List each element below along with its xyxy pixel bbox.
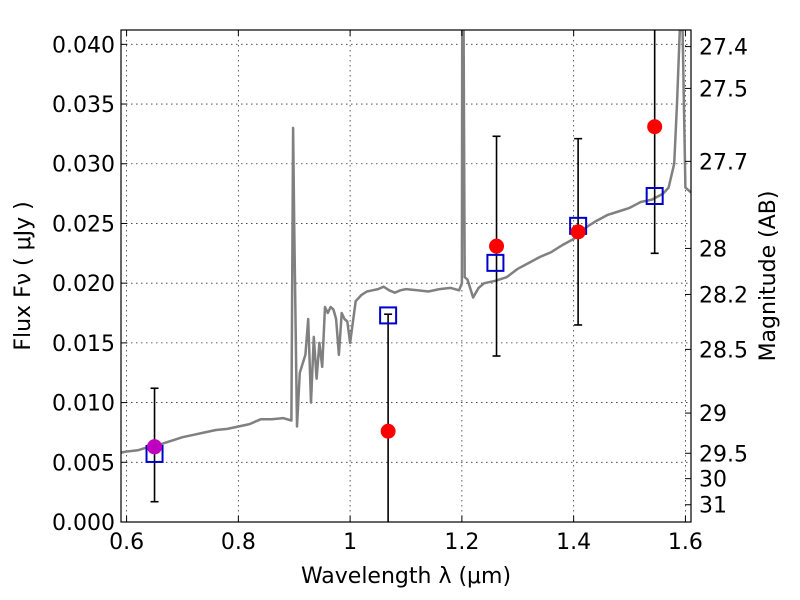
y-tick-label: 0.005 — [52, 451, 115, 476]
x-tick-label: 1 — [343, 530, 357, 555]
right-tick-label: 29 — [699, 402, 727, 427]
y-tick-label: 0.000 — [52, 511, 115, 536]
spectrum-layer — [121, 30, 691, 454]
x-tick-label: 1.2 — [444, 530, 479, 555]
y-tick-label: 0.010 — [52, 392, 115, 417]
marker-layer — [145, 119, 664, 463]
right-axis-label: Magnitude (AB) — [756, 191, 781, 362]
right-tick-label: 27.4 — [699, 36, 748, 61]
right-tick-label: 28 — [699, 237, 727, 262]
plot-frame — [120, 29, 692, 523]
x-tick-label: 1.4 — [556, 530, 591, 555]
tick-layer — [121, 30, 691, 523]
highlight-point — [147, 439, 163, 455]
y-axis-label: Flux Fν ( μJy ) — [11, 201, 36, 350]
right-tick-label: 29.5 — [699, 442, 748, 467]
x-tick-label: 1.6 — [668, 530, 703, 555]
right-tick-label: 30 — [699, 468, 727, 493]
model-square — [379, 306, 398, 325]
y-tick-label: 0.020 — [52, 272, 115, 297]
observed-point — [380, 423, 396, 439]
right-tick-label: 28.2 — [699, 283, 748, 308]
x-axis-label: Wavelength λ (μm) — [301, 564, 511, 589]
y-tick-label: 0.025 — [52, 212, 115, 237]
right-tick-label: 28.5 — [699, 338, 748, 363]
y-tick-label: 0.015 — [52, 332, 115, 357]
y-tick-label: 0.030 — [52, 153, 115, 178]
observed-point — [489, 238, 505, 254]
label-layer: 0.6 0.8 1 1.2 1.4 1.6 0.000 0.005 0.010 0.015 0.02… — [52, 33, 748, 555]
right-tick-label: 27.7 — [699, 150, 748, 175]
observed-point — [647, 119, 663, 135]
observed-point — [570, 224, 586, 240]
x-tick-label: 0.8 — [221, 530, 256, 555]
y-tick-label: 0.035 — [52, 93, 115, 118]
model-square — [645, 186, 664, 205]
spectrum-line — [121, 30, 691, 454]
right-tick-label: 31 — [699, 494, 727, 519]
right-tick-label: 27.5 — [699, 77, 748, 102]
model-square — [486, 253, 505, 272]
x-tick-label: 0.6 — [109, 530, 144, 555]
y-tick-label: 0.040 — [52, 33, 115, 58]
